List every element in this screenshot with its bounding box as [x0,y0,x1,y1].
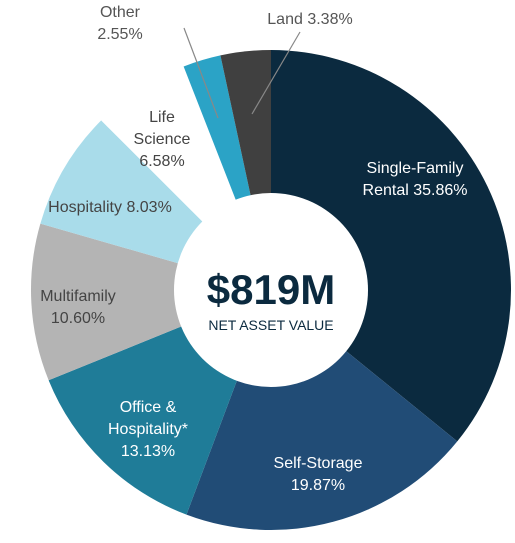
slice-label: Hospitality 8.03% [10,197,210,219]
center-value: $819M [207,266,335,313]
leader-line [251,31,301,115]
slice [271,50,511,442]
slice-label: Land 3.38% [235,9,385,31]
slice-name: Land [267,11,303,28]
slice [30,223,271,381]
slice-label: Single-Family Rental 35.86% [345,158,485,202]
slice-name: Multifamily [40,288,116,305]
donut-hole [174,193,368,387]
slice-value: 10.60% [50,310,106,327]
slice-label: Multifamily 10.60% [28,286,128,330]
slice-value: 6.58% [139,153,185,170]
slice-value: 13.13% [120,443,176,460]
slice-name: Single-Family Rental [362,160,464,199]
leader-line [183,27,219,119]
slice-label: Life Science 6.58% [127,107,197,173]
slice-name: Self-Storage [273,455,363,472]
slice-value: 8.03% [126,199,172,216]
slice-label: Self-Storage 19.87% [268,453,368,497]
slice-label: Office & Hospitality* 13.13% [98,397,198,463]
slice-name: Other [99,4,140,21]
slice-label: Other 2.55% [85,2,155,46]
center-label: NET ASSET VALUE [208,317,333,333]
slice-value: 3.38% [307,11,353,28]
slice-name: Office & Hospitality* [107,399,189,438]
slice-value: 19.87% [290,477,346,494]
slice-name: Hospitality [48,199,122,216]
slice-value: 2.55% [97,26,143,43]
slice-value: 35.86% [413,182,468,199]
slice-name: Life Science [133,109,191,148]
